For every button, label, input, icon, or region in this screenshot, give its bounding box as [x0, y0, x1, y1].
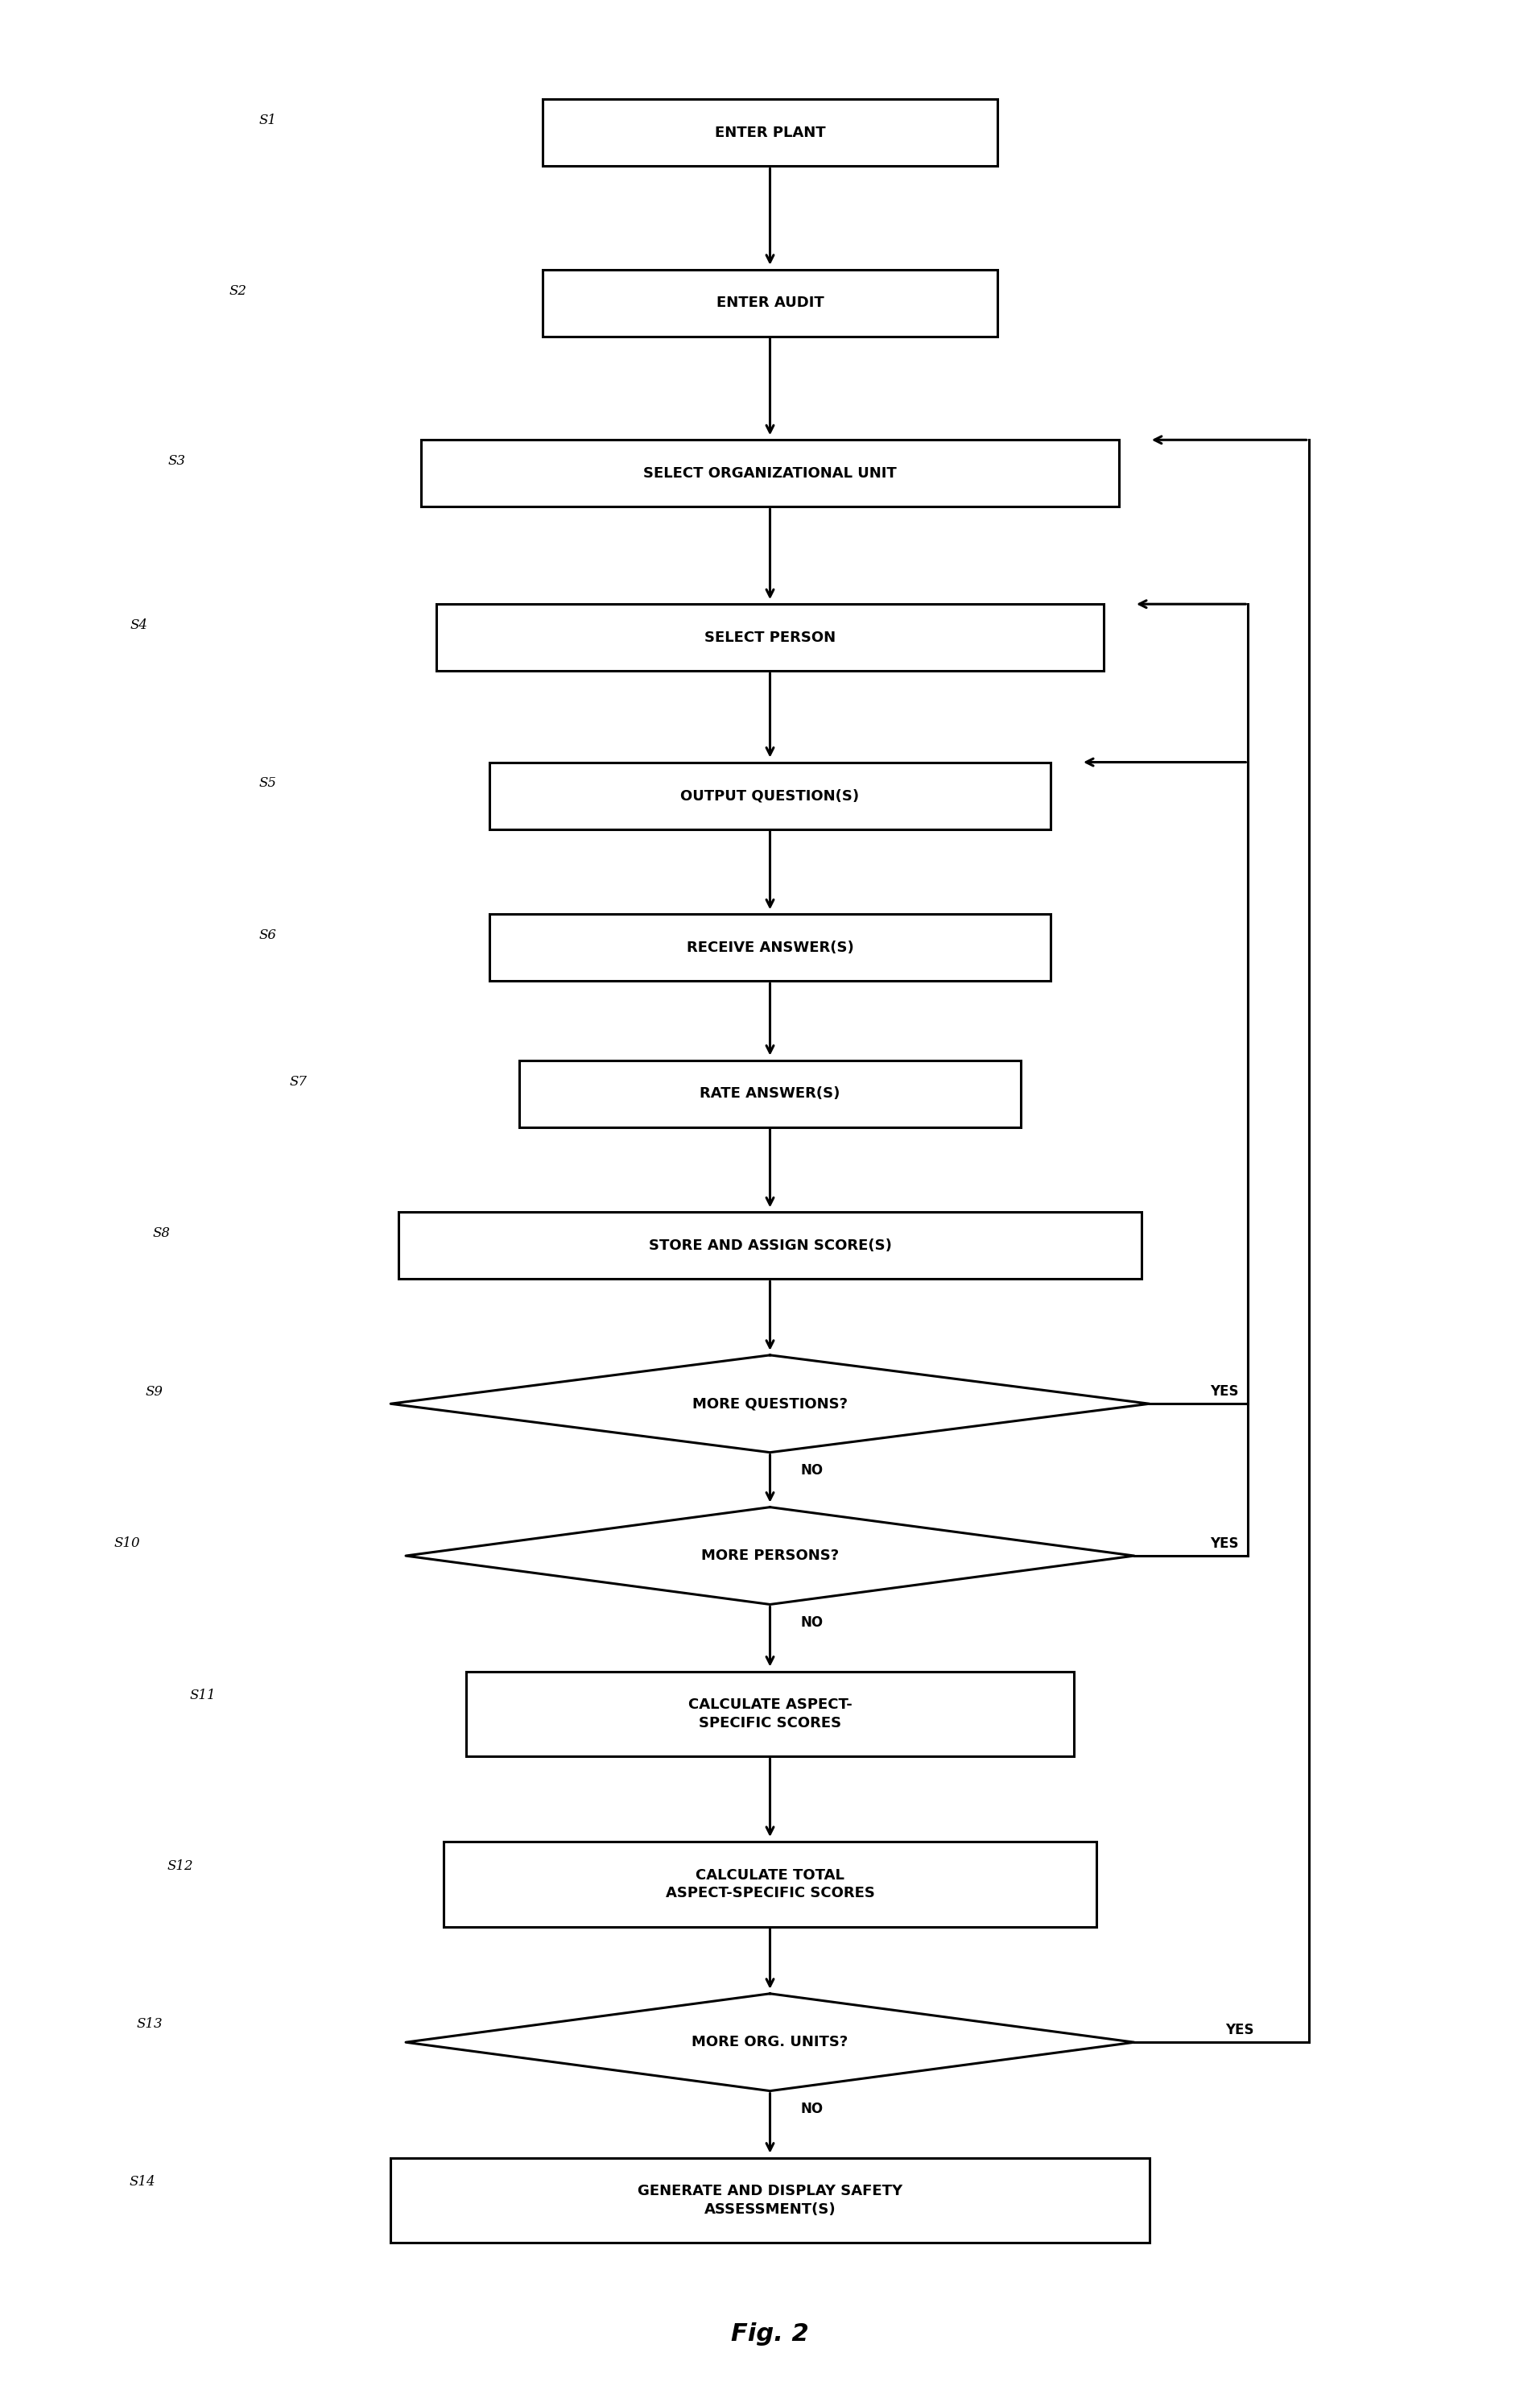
Polygon shape [405, 1508, 1135, 1604]
FancyBboxPatch shape [444, 1841, 1096, 1927]
Text: S8: S8 [152, 1226, 171, 1240]
FancyBboxPatch shape [519, 1061, 1021, 1128]
Text: STORE AND ASSIGN SCORE(S): STORE AND ASSIGN SCORE(S) [648, 1238, 892, 1252]
Text: S6: S6 [259, 929, 277, 943]
Text: NO: NO [801, 1463, 822, 1477]
Text: S1: S1 [259, 115, 277, 127]
Text: Fig. 2: Fig. 2 [731, 2322, 808, 2346]
Text: S7: S7 [290, 1075, 306, 1089]
Text: CALCULATE TOTAL
ASPECT-SPECIFIC SCORES: CALCULATE TOTAL ASPECT-SPECIFIC SCORES [665, 1867, 875, 1901]
FancyBboxPatch shape [490, 915, 1050, 982]
FancyBboxPatch shape [467, 1671, 1073, 1757]
Text: S3: S3 [168, 455, 186, 469]
FancyBboxPatch shape [399, 1211, 1141, 1278]
Text: S11: S11 [189, 1688, 216, 1702]
Text: YES: YES [1210, 1537, 1238, 1551]
FancyBboxPatch shape [542, 101, 998, 165]
Text: MORE ORG. UNITS?: MORE ORG. UNITS? [691, 2035, 849, 2049]
Text: ENTER PLANT: ENTER PLANT [715, 124, 825, 141]
FancyBboxPatch shape [490, 761, 1050, 828]
Text: S5: S5 [259, 776, 277, 790]
Text: OUTPUT QUESTION(S): OUTPUT QUESTION(S) [681, 788, 859, 802]
Text: RATE ANSWER(S): RATE ANSWER(S) [699, 1087, 841, 1101]
Text: RECEIVE ANSWER(S): RECEIVE ANSWER(S) [687, 941, 853, 955]
Text: YES: YES [1210, 1384, 1238, 1398]
FancyBboxPatch shape [542, 271, 998, 338]
Text: S4: S4 [129, 618, 148, 632]
Text: S9: S9 [145, 1384, 163, 1398]
Text: S13: S13 [137, 2018, 163, 2030]
Text: S2: S2 [229, 285, 246, 297]
FancyBboxPatch shape [436, 603, 1104, 670]
FancyBboxPatch shape [391, 2157, 1149, 2243]
Text: SELECT ORGANIZATIONAL UNIT: SELECT ORGANIZATIONAL UNIT [644, 467, 896, 481]
Text: S10: S10 [114, 1537, 140, 1551]
Text: NO: NO [801, 2102, 822, 2116]
Text: SELECT PERSON: SELECT PERSON [704, 630, 836, 644]
FancyBboxPatch shape [420, 440, 1120, 508]
Text: CALCULATE ASPECT-
SPECIFIC SCORES: CALCULATE ASPECT- SPECIFIC SCORES [688, 1697, 852, 1731]
Text: MORE QUESTIONS?: MORE QUESTIONS? [693, 1396, 847, 1410]
Text: GENERATE AND DISPLAY SAFETY
ASSESSMENT(S): GENERATE AND DISPLAY SAFETY ASSESSMENT(S… [638, 2183, 902, 2217]
Polygon shape [391, 1355, 1149, 1453]
Text: S12: S12 [166, 1860, 194, 1872]
Text: MORE PERSONS?: MORE PERSONS? [701, 1549, 839, 1563]
Text: S14: S14 [129, 2176, 156, 2188]
Text: ENTER AUDIT: ENTER AUDIT [716, 297, 824, 311]
Text: NO: NO [801, 1616, 822, 1630]
Text: YES: YES [1226, 2023, 1254, 2037]
Polygon shape [405, 1994, 1135, 2090]
